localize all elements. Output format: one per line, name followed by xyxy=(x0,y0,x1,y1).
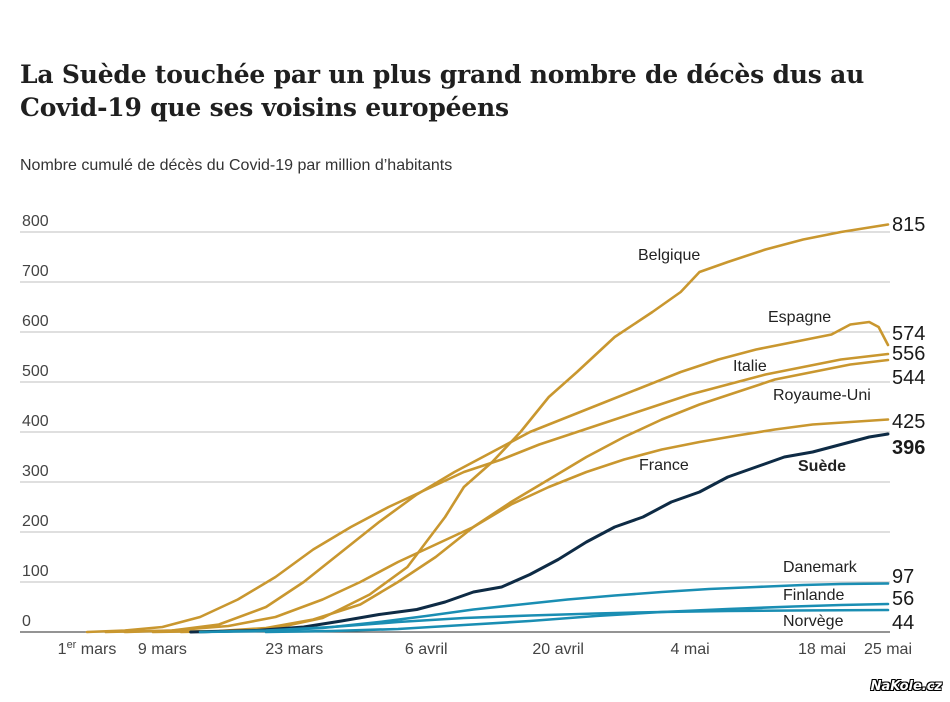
watermark-logo: NaKole.cz xyxy=(870,679,942,694)
end-value-norvege: 44 xyxy=(892,612,914,634)
chart-subtitle: Nombre cumulé de décès du Covid-19 par m… xyxy=(20,157,453,174)
x-axis-ticks: 1er mars 9 mars 23 mars 6 avril 20 avril 4 ma… xyxy=(58,639,912,658)
series-labels: Belgique 815 Espagne 574 Italie 556 Royaume-Un… xyxy=(638,214,925,634)
y-tick-label: 600 xyxy=(22,313,49,330)
end-value-france: 425 xyxy=(892,411,925,433)
end-value-italie: 556 xyxy=(892,343,925,365)
x-tick-label: 4 mai xyxy=(671,641,710,658)
series-label-royaume-uni: Royaume-Uni xyxy=(773,387,871,404)
x-tick-label: 6 avril xyxy=(405,641,448,658)
end-value-espagne: 574 xyxy=(892,323,925,345)
series-line-finlande xyxy=(264,602,890,634)
y-tick-label: 800 xyxy=(22,213,49,230)
series-label-danemark: Danemark xyxy=(783,559,858,576)
series-line-royaume-uni xyxy=(151,358,890,634)
series-label-finlande: Finlande xyxy=(783,587,844,604)
series-label-italie: Italie xyxy=(733,358,767,375)
x-tick-label: 23 mars xyxy=(265,641,323,658)
x-tick-label: 9 mars xyxy=(138,641,187,658)
series-label-suede: Suède xyxy=(798,458,846,475)
series-line-italie xyxy=(85,352,890,634)
y-tick-label: 200 xyxy=(22,513,49,530)
series-label-france: France xyxy=(639,457,689,474)
chart-title: La Suède touchée par un plus grand nombr… xyxy=(20,60,865,122)
gridlines xyxy=(20,231,890,633)
y-axis-ticks: 0 100 200 300 400 500 600 700 800 xyxy=(22,213,49,630)
y-tick-label: 300 xyxy=(22,463,49,480)
end-value-finlande: 56 xyxy=(892,588,914,610)
series-label-norvege: Norvège xyxy=(783,613,844,630)
y-tick-label: 400 xyxy=(22,413,49,430)
series-line-france xyxy=(104,418,890,634)
end-value-belgique: 815 xyxy=(892,214,925,236)
series-label-belgique: Belgique xyxy=(638,247,700,264)
y-tick-label: 500 xyxy=(22,363,49,380)
series-line-suede xyxy=(189,432,890,634)
end-value-royaume-uni: 544 xyxy=(892,367,925,389)
series-line-espagne xyxy=(123,320,890,634)
series-label-espagne: Espagne xyxy=(768,309,831,326)
y-tick-label: 100 xyxy=(22,563,49,580)
x-tick-label: 25 mai xyxy=(864,641,912,658)
end-value-danemark: 97 xyxy=(892,566,914,588)
y-tick-label: 0 xyxy=(22,613,31,630)
x-tick-label: 20 avril xyxy=(532,641,584,658)
series-lines xyxy=(85,223,890,634)
x-tick-label: 18 mai xyxy=(798,641,846,658)
y-tick-label: 700 xyxy=(22,263,49,280)
series-line-norvege xyxy=(198,608,890,634)
series-line-belgique xyxy=(179,223,890,634)
end-value-suede: 396 xyxy=(892,437,925,459)
x-tick-label: 1er mars xyxy=(58,639,117,658)
